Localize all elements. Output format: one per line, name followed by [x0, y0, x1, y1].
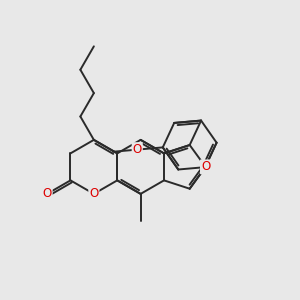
- Text: O: O: [201, 160, 210, 173]
- Text: O: O: [43, 188, 52, 200]
- Text: O: O: [89, 188, 98, 200]
- Text: O: O: [133, 143, 142, 156]
